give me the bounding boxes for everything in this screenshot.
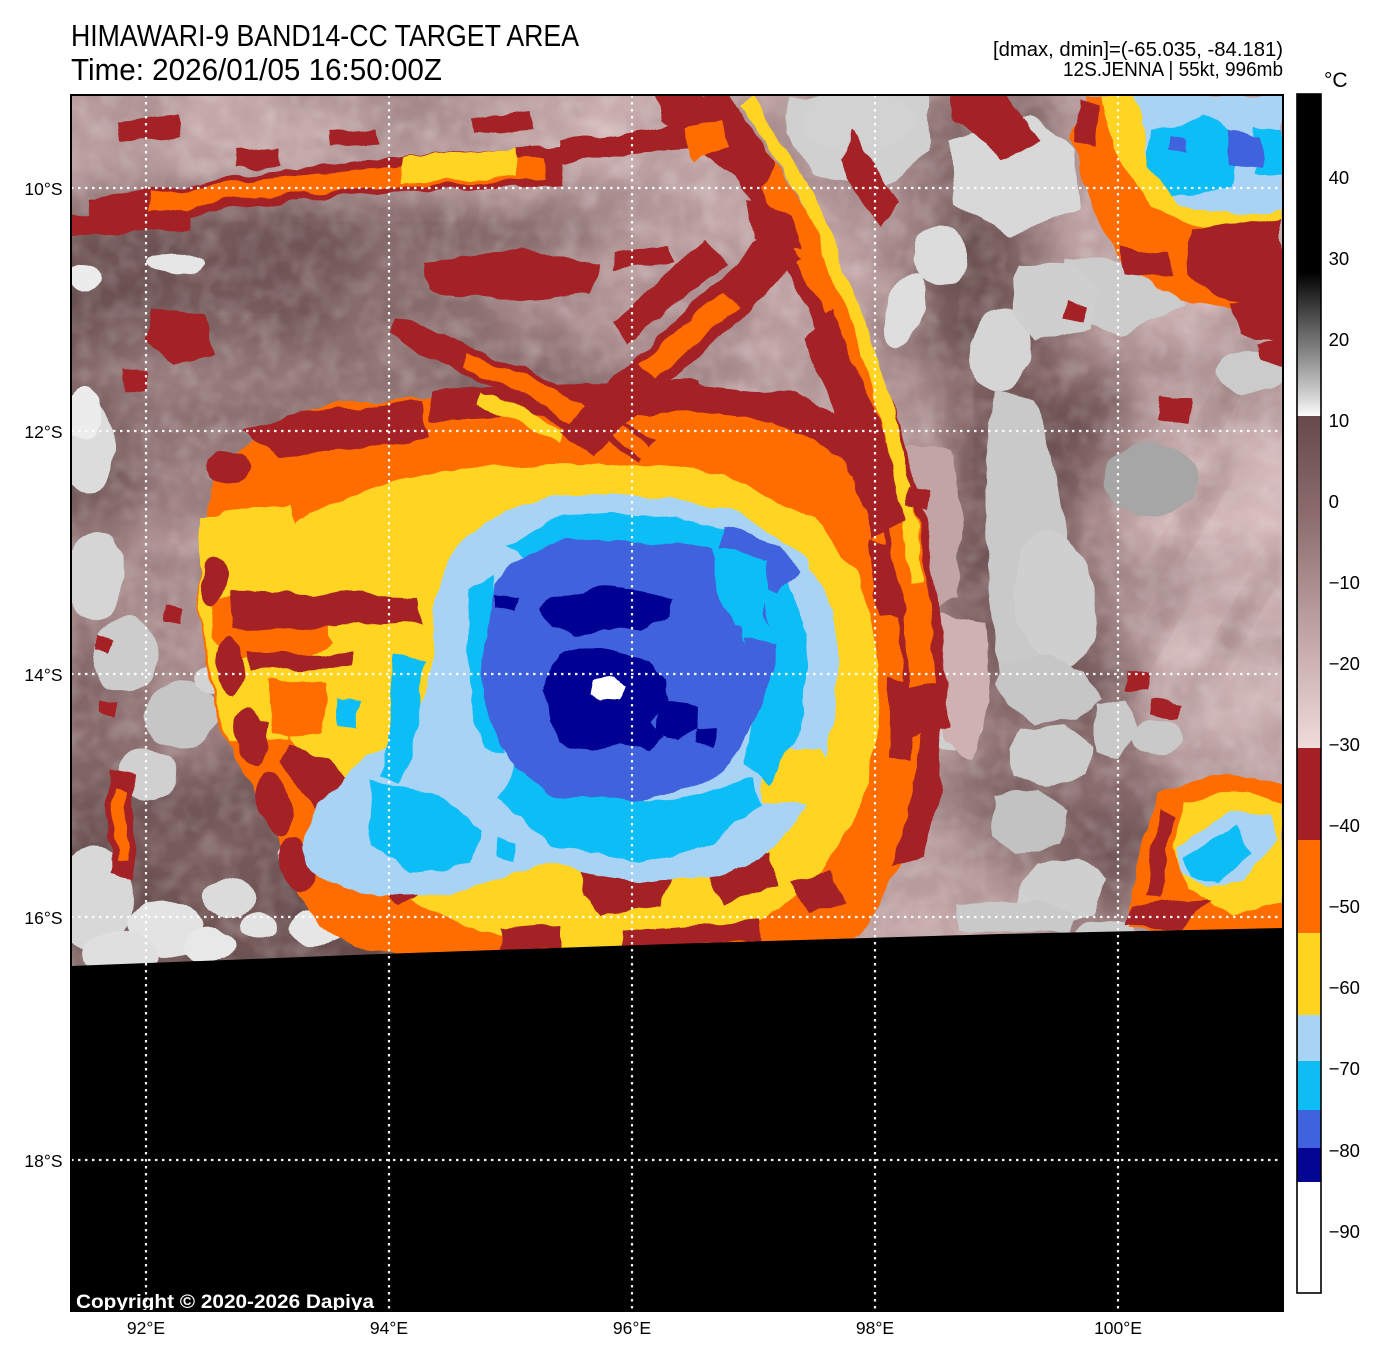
svg-text:92°E: 92°E [127,1318,165,1338]
svg-text:Time: 2026/01/05 16:50:00Z: Time: 2026/01/05 16:50:00Z [71,52,442,87]
svg-text:16°S: 16°S [24,908,62,928]
svg-text:30: 30 [1329,248,1350,269]
svg-text:°C: °C [1324,69,1348,92]
svg-text:−90: −90 [1329,1221,1360,1242]
svg-text:−60: −60 [1329,977,1360,998]
svg-text:100°E: 100°E [1094,1318,1142,1338]
svg-text:18°S: 18°S [24,1151,62,1171]
svg-text:−30: −30 [1329,734,1360,755]
svg-text:12S.JENNA | 55kt, 996mb: 12S.JENNA | 55kt, 996mb [1063,59,1283,81]
svg-text:−20: −20 [1329,653,1360,674]
svg-text:14°S: 14°S [24,665,62,685]
svg-text:[dmax, dmin]=(-65.035, -84.181: [dmax, dmin]=(-65.035, -84.181) [993,39,1283,61]
svg-text:−70: −70 [1329,1058,1360,1079]
svg-text:0: 0 [1329,491,1339,512]
svg-text:−50: −50 [1329,896,1360,917]
svg-text:−40: −40 [1329,815,1360,836]
svg-text:Copyright © 2020-2026 Dapiya: Copyright © 2020-2026 Dapiya [76,1292,374,1313]
svg-text:−10: −10 [1329,572,1360,593]
svg-text:−80: −80 [1329,1140,1360,1161]
svg-text:98°E: 98°E [856,1318,894,1338]
svg-text:94°E: 94°E [370,1318,408,1338]
svg-text:20: 20 [1329,329,1350,350]
svg-text:96°E: 96°E [613,1318,651,1338]
svg-text:10°S: 10°S [24,179,62,199]
svg-text:HIMAWARI-9 BAND14-CC TARGET AR: HIMAWARI-9 BAND14-CC TARGET AREA [71,18,579,53]
svg-text:12°S: 12°S [24,422,62,442]
svg-text:40: 40 [1329,167,1350,188]
svg-text:10: 10 [1329,410,1350,431]
